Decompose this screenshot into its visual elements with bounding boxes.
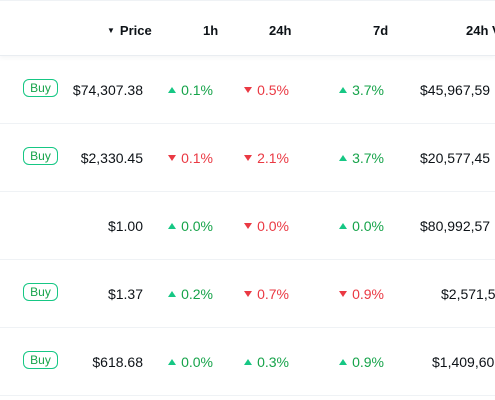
volume-cell: $20,577,45 [420,150,491,166]
table-row[interactable]: Buy $2,330.45 0.1% 2.1% 3.7% $20,577,45 [0,124,495,192]
sort-descending-icon: ▼ [107,26,115,35]
change-1h-value: 0.1% [181,150,213,166]
caret-up-icon [339,155,348,161]
change-24h-cell: 0.5% [244,82,289,98]
buy-button[interactable]: Buy [23,79,58,97]
volume-cell: $80,992,57 [420,218,491,234]
change-1h-cell: 0.0% [168,218,213,234]
table-row[interactable]: Buy $618.68 0.0% 0.3% 0.9% $1,409,60 [0,328,495,396]
header-24h-volume[interactable]: 24h V [466,23,495,38]
caret-down-icon [244,291,253,297]
change-7d-value: 0.0% [352,218,384,234]
change-24h-value: 2.1% [257,150,289,166]
change-24h-value: 0.3% [257,354,289,370]
caret-down-icon [244,155,253,161]
price-cell: $1.37 [107,286,143,302]
change-24h-cell: 0.7% [244,286,289,302]
price-cell: $618.68 [92,354,143,370]
table-header: ▼ Price 1h 24h 7d 24h V [0,0,495,56]
header-price[interactable]: ▼ Price [107,23,152,38]
change-7d-cell: 0.9% [339,286,384,302]
price-cell: $2,330.45 [80,150,143,166]
header-1h[interactable]: 1h [203,23,219,38]
caret-up-icon [168,223,177,229]
volume-cell: $45,967,59 [420,82,491,98]
change-24h-value: 0.5% [257,82,289,98]
change-7d-value: 3.7% [352,150,384,166]
buy-button[interactable]: Buy [23,147,58,165]
caret-down-icon [244,87,253,93]
caret-up-icon [244,359,253,365]
caret-up-icon [168,87,177,93]
change-7d-cell: 3.7% [339,150,384,166]
buy-button[interactable]: Buy [23,351,58,369]
caret-down-icon [168,155,177,161]
table-row[interactable]: Buy $1.37 0.2% 0.7% 0.9% $2,571,5 [0,260,495,328]
change-7d-value: 0.9% [352,286,384,302]
change-7d-value: 0.9% [352,354,384,370]
change-24h-value: 0.0% [257,218,289,234]
volume-cell: $1,409,60 [432,354,495,370]
change-1h-value: 0.0% [181,218,213,234]
change-7d-cell: 0.9% [339,354,384,370]
change-1h-value: 0.0% [181,354,213,370]
caret-up-icon [168,359,177,365]
volume-cell: $2,571,5 [441,286,495,302]
header-7d[interactable]: 7d [373,23,389,38]
buy-button[interactable]: Buy [23,283,58,301]
caret-up-icon [339,223,348,229]
caret-up-icon [339,359,348,365]
change-1h-value: 0.2% [181,286,213,302]
change-24h-value: 0.7% [257,286,289,302]
caret-up-icon [339,87,348,93]
change-24h-cell: 2.1% [244,150,289,166]
change-1h-cell: 0.1% [168,82,213,98]
caret-up-icon [168,291,177,297]
change-1h-value: 0.1% [181,82,213,98]
change-7d-cell: 3.7% [339,82,384,98]
price-cell: $74,307.38 [72,82,143,98]
price-cell: $1.00 [107,218,143,234]
change-1h-cell: 0.2% [168,286,213,302]
change-1h-cell: 0.0% [168,354,213,370]
change-24h-cell: 0.3% [244,354,289,370]
table-row[interactable]: Buy $74,307.38 0.1% 0.5% 3.7% $45,967,59 [0,56,495,124]
change-1h-cell: 0.1% [168,150,213,166]
change-7d-value: 3.7% [352,82,384,98]
header-price-label: Price [119,23,152,38]
caret-down-icon [339,291,348,297]
change-7d-cell: 0.0% [339,218,384,234]
header-24h[interactable]: 24h [269,23,292,38]
change-24h-cell: 0.0% [244,218,289,234]
caret-down-icon [244,223,253,229]
table-row[interactable]: $1.00 0.0% 0.0% 0.0% $80,992,57 [0,192,495,260]
